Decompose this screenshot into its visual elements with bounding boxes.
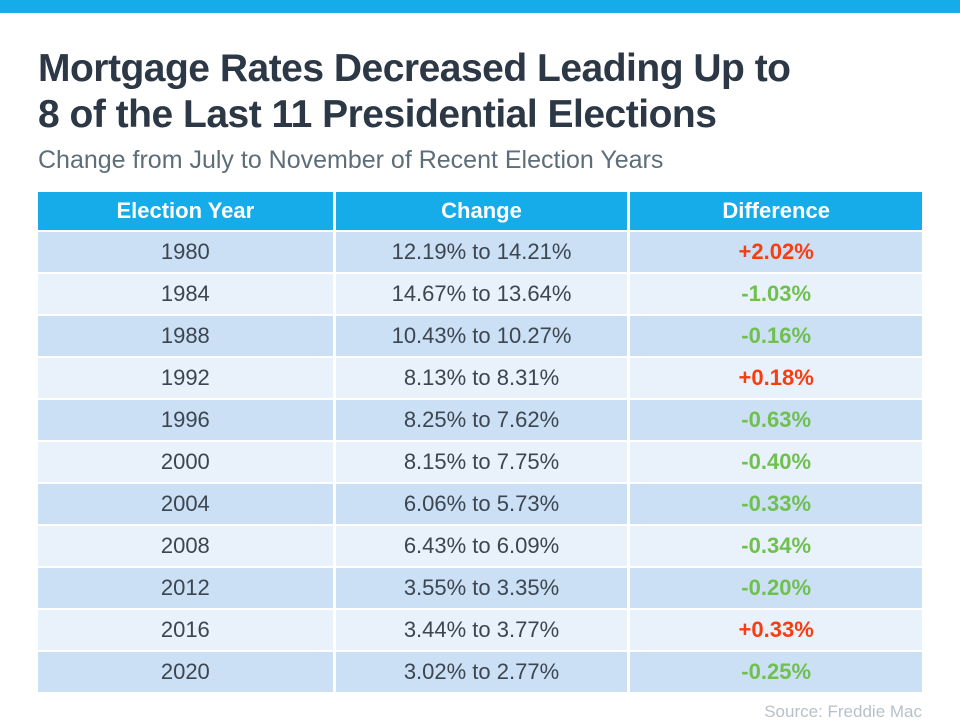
cell-election-year: 1996 xyxy=(160,407,210,433)
header-election-year: Election Year xyxy=(116,198,255,224)
cell-difference: -0.16% xyxy=(627,316,922,357)
title-line-1: Mortgage Rates Decreased Leading Up to xyxy=(38,47,791,90)
table-row: 1992 8.13% to 8.31% +0.18% xyxy=(38,358,922,399)
table-row: 1996 8.25% to 7.62% -0.63% xyxy=(38,400,922,441)
table-row: 1980 12.19% to 14.21% +2.02% xyxy=(38,232,922,273)
cell-change: 8.25% to 7.62% xyxy=(332,400,628,441)
page-subtitle: Change from July to November of Recent E… xyxy=(38,146,664,175)
cell-difference: -0.63% xyxy=(627,400,922,441)
cell-change: 12.19% to 14.21% xyxy=(332,232,628,273)
cell-election-year: 1988 xyxy=(160,323,210,349)
cell-election-year: 1980 xyxy=(160,239,210,265)
header-difference: Difference xyxy=(627,192,922,231)
table-row: 2016 3.44% to 3.77% +0.33% xyxy=(38,610,922,651)
cell-change: 3.55% to 3.35% xyxy=(332,568,628,609)
page-content: Mortgage Rates Decreased Leading Up to 8… xyxy=(0,46,960,722)
table-row: 2012 3.55% to 3.35% -0.20% xyxy=(38,568,922,609)
cell-difference: +2.02% xyxy=(627,232,922,273)
cell-election-year: 2016 xyxy=(160,617,210,643)
cell-change: 14.67% to 13.64% xyxy=(332,274,628,315)
source-attribution: Source: Freddie Mac xyxy=(764,702,922,722)
cell-change: 8.13% to 8.31% xyxy=(332,358,628,399)
cell-difference: -0.33% xyxy=(627,484,922,525)
cell-difference: -0.25% xyxy=(627,652,922,693)
table-row: 2000 8.15% to 7.75% -0.40% xyxy=(38,442,922,483)
title-line-2: 8 of the Last 11 Presidential Elections xyxy=(38,92,717,136)
cell-election-year: 2004 xyxy=(160,491,210,517)
header-change: Change xyxy=(332,192,628,231)
page-title: Mortgage Rates Decreased Leading Up to 8… xyxy=(38,46,922,137)
cell-change: 6.06% to 5.73% xyxy=(332,484,628,525)
cell-difference: -1.03% xyxy=(627,274,922,315)
cell-difference: -0.20% xyxy=(627,568,922,609)
cell-change: 6.43% to 6.09% xyxy=(332,526,628,567)
cell-change: 3.44% to 3.77% xyxy=(332,610,628,651)
cell-difference: +0.33% xyxy=(627,610,922,651)
cell-difference: +0.18% xyxy=(627,358,922,399)
table-row: 1984 14.67% to 13.64% -1.03% xyxy=(38,274,922,315)
table-row: 2008 6.43% to 6.09% -0.34% xyxy=(38,526,922,567)
cell-election-year: 2012 xyxy=(160,575,210,601)
cell-change: 3.02% to 2.77% xyxy=(332,652,628,693)
top-accent-bar xyxy=(0,0,960,13)
cell-election-year: 1984 xyxy=(160,281,210,307)
cell-election-year: 2020 xyxy=(160,659,210,685)
table-header-row: Election Year Change Difference xyxy=(38,192,922,231)
cell-difference: -0.34% xyxy=(627,526,922,567)
table-row: 2020 3.02% to 2.77% -0.25% xyxy=(38,652,922,693)
table-row: 2004 6.06% to 5.73% -0.33% xyxy=(38,484,922,525)
cell-election-year: 2008 xyxy=(160,533,210,559)
rates-table: Election Year Change Difference 1980 12.… xyxy=(38,192,922,693)
cell-election-year: 1992 xyxy=(160,365,210,391)
cell-election-year: 2000 xyxy=(160,449,210,475)
table-row: 1988 10.43% to 10.27% -0.16% xyxy=(38,316,922,357)
table-body: 1980 12.19% to 14.21% +2.02% 1984 14.67%… xyxy=(38,232,922,693)
cell-change: 10.43% to 10.27% xyxy=(332,316,628,357)
cell-change: 8.15% to 7.75% xyxy=(332,442,628,483)
cell-difference: -0.40% xyxy=(627,442,922,483)
